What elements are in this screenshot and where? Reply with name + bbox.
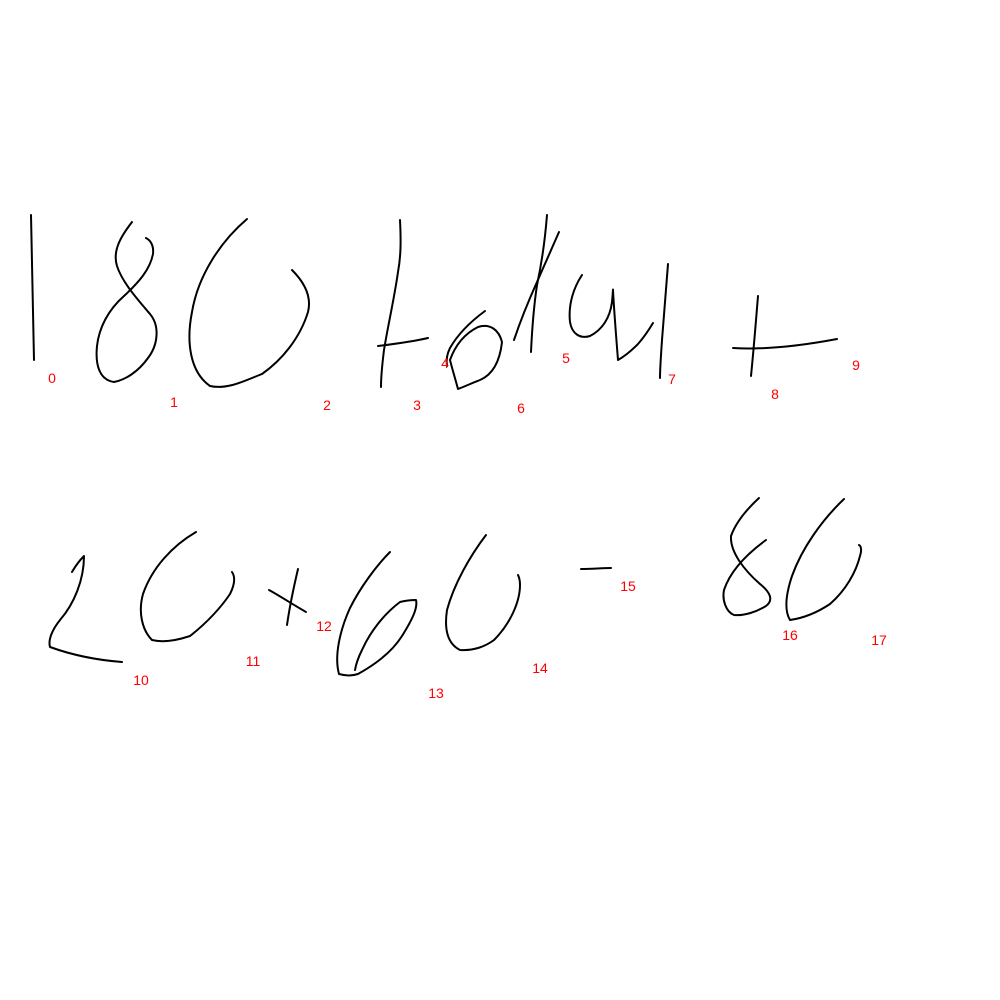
ink-stroke-18 xyxy=(445,534,521,652)
stroke-label-13: 13 xyxy=(428,685,444,701)
stroke-label-0: 0 xyxy=(48,370,56,386)
stroke-label-9: 9 xyxy=(852,357,860,373)
ink-stroke-14 xyxy=(139,531,236,643)
stroke-label-6: 6 xyxy=(517,400,525,416)
stroke-label-14: 14 xyxy=(532,660,548,676)
stroke-label-7: 7 xyxy=(668,371,676,387)
stroke-label-10: 10 xyxy=(133,672,149,688)
ink-stroke-20 xyxy=(722,497,772,617)
stroke-label-12: 12 xyxy=(316,618,332,634)
ink-stroke-11 xyxy=(750,295,759,377)
ink-stroke-1 xyxy=(95,221,158,383)
ink-stroke-8 xyxy=(513,231,560,341)
ink-stroke-0 xyxy=(30,214,35,361)
ink-stroke-13 xyxy=(48,555,123,663)
stroke-label-16: 16 xyxy=(782,627,798,643)
ink-stroke-10 xyxy=(659,263,669,379)
ink-stroke-15 xyxy=(268,589,307,613)
ink-stroke-17 xyxy=(336,551,418,677)
ink-stroke-4 xyxy=(377,337,429,347)
stroke-label-1: 1 xyxy=(170,394,178,410)
stroke-label-15: 15 xyxy=(620,578,636,594)
ink-stroke-6 xyxy=(449,324,503,390)
ink-stroke-3 xyxy=(380,219,402,388)
stroke-label-8: 8 xyxy=(771,386,779,402)
ink-stroke-2 xyxy=(188,218,310,388)
ink-stroke-7 xyxy=(530,214,548,353)
stroke-label-11: 11 xyxy=(246,653,261,669)
stroke-label-3: 3 xyxy=(413,397,421,413)
ink-stroke-21 xyxy=(785,498,863,621)
stroke-label-2: 2 xyxy=(323,397,331,413)
ink-stroke-5 xyxy=(445,310,486,367)
stroke-label-5: 5 xyxy=(562,350,570,366)
ink-stroke-12 xyxy=(732,338,838,350)
ink-stroke-16 xyxy=(286,568,299,626)
ink-stroke-19 xyxy=(580,567,612,570)
stroke-label-17: 17 xyxy=(871,632,887,648)
ink-stroke-9 xyxy=(568,274,654,361)
stroke-label-4: 4 xyxy=(441,355,449,371)
